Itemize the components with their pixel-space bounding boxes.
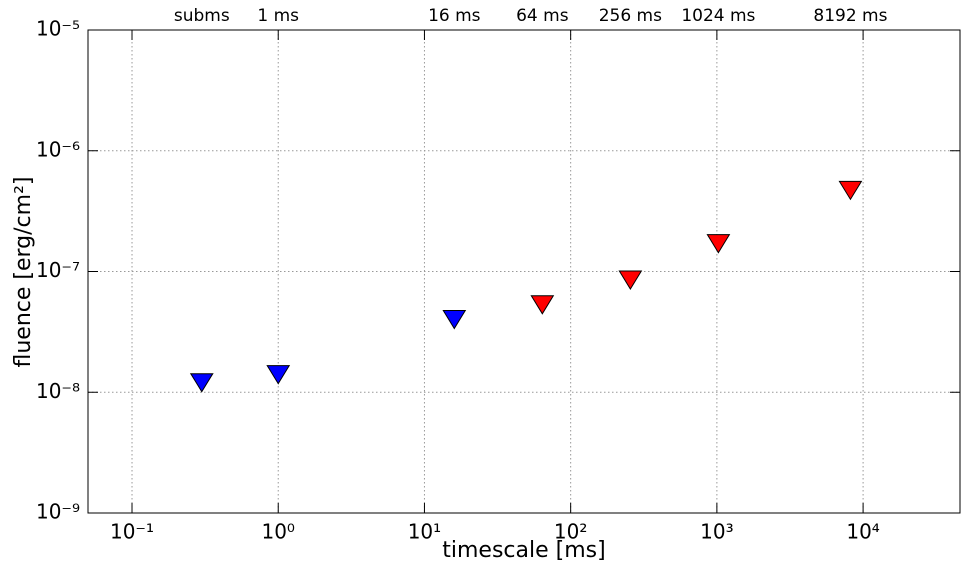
marker [618, 270, 643, 290]
marker [266, 365, 291, 385]
marker [442, 310, 467, 330]
plot-frame [87, 29, 961, 514]
annotation: subms [174, 6, 230, 26]
annotation: 8192 ms [813, 6, 887, 26]
annotation: 16 ms [428, 6, 481, 26]
x-tick-label: 10² [554, 520, 587, 544]
y-tick-label: 10⁻⁶ [36, 137, 80, 161]
marker [530, 295, 555, 315]
y-tick-label: 10⁻⁵ [36, 17, 80, 41]
x-tick-label: 10¹ [408, 520, 441, 544]
y-tick-label: 10⁻⁸ [36, 379, 80, 403]
annotation: 64 ms [516, 6, 569, 26]
x-tick-label: 10⁻¹ [110, 520, 154, 544]
marker [706, 234, 731, 254]
x-tick-label: 10⁰ [261, 520, 294, 544]
x-axis-label: timescale [ms] [442, 538, 605, 563]
y-axis-label: fluence [erg/cm²] [11, 177, 36, 368]
annotation: 1 ms [257, 6, 299, 26]
x-tick-label: 10⁴ [846, 520, 879, 544]
annotation: 256 ms [599, 6, 662, 26]
y-tick-label: 10⁻⁷ [36, 258, 80, 282]
y-tick-label: 10⁻⁹ [36, 500, 80, 524]
marker [838, 180, 863, 201]
x-tick-label: 10³ [700, 520, 733, 544]
marker [189, 373, 214, 393]
annotation: 1024 ms [681, 6, 755, 26]
